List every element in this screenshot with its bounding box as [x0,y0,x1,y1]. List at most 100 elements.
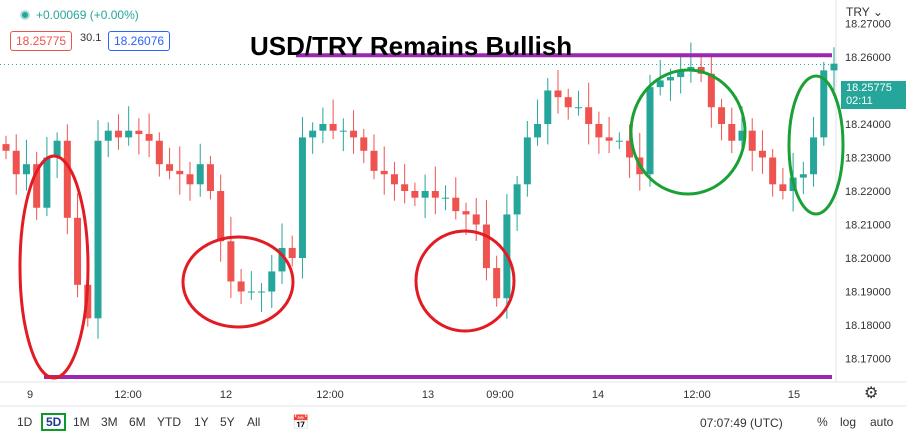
candle-body-66 [677,70,685,78]
candle-body-79 [810,137,818,175]
chevron-down-icon: ⌄ [872,5,883,19]
currency-label: TRY [846,5,870,19]
x-tick-label-2: 12 [220,389,232,401]
x-tick-label-3: 12:00 [316,389,344,401]
x-tick-label-0: 9 [27,389,33,401]
range-button-1y[interactable]: 1Y [194,415,209,429]
y-tick-label-7: 18.20000 [845,253,891,265]
candle-body-42 [431,191,439,198]
auto-toggle[interactable]: auto [870,415,894,429]
utc-clock[interactable]: 07:07:49 (UTC) [700,416,783,430]
candle-body-6 [63,140,71,218]
candle-body-16 [166,164,174,171]
candle-body-71 [728,123,736,141]
red-circle-2 [181,235,295,329]
last-price-value: 18.25775 [846,82,892,94]
calendar-icon[interactable]: 📅 [292,414,310,430]
candle-body-70 [718,107,726,124]
gear-icon[interactable]: ⚙ [864,385,879,402]
candle-body-21 [217,191,225,242]
sell-price-button[interactable]: 18.25775 [10,31,73,51]
candle-body-73 [748,130,756,151]
y-tick-label-9: 18.18000 [845,320,891,332]
candle-body-43 [442,197,450,199]
y-tick-label-6: 18.21000 [845,220,891,232]
candle-body-37 [380,170,388,175]
candle-body-2 [22,164,30,175]
candle-body-53 [544,90,552,124]
range-button-5y[interactable]: 5Y [220,415,235,429]
candle-body-48 [493,268,501,299]
candle-body-76 [779,184,787,191]
red-circle-3 [414,229,516,333]
candle-body-74 [758,150,766,158]
candle-body-36 [370,150,378,171]
bar-countdown: 02:11 [846,95,873,107]
candle-body-19 [196,164,204,185]
candle-body-3 [33,164,41,208]
candle-body-26 [268,271,276,292]
candle-body-9 [94,140,102,319]
candle-body-78 [799,174,807,178]
candle-body-81 [830,63,838,71]
candles-group [2,42,838,339]
candle-body-80 [820,70,828,138]
candle-body-7 [74,217,82,285]
range-button-1m[interactable]: 1M [73,415,90,429]
currency-selector[interactable]: TRY ⌄ [846,5,883,19]
candle-body-31 [319,123,327,131]
candle-body-5 [53,140,61,158]
candle-body-34 [350,130,358,138]
price-change: +0.00069 (+0.00%) [36,8,139,22]
y-tick-label-5: 18.22000 [845,186,891,198]
range-button-all[interactable]: All [247,415,261,429]
candle-body-18 [186,174,194,185]
candle-body-30 [309,130,317,138]
y-tick-label-1: 18.26000 [845,52,891,64]
candle-body-28 [288,247,296,259]
candle-body-64 [656,80,664,88]
last-price-label: 18.25775 02:11 [841,81,906,109]
candle-body-11 [114,130,122,138]
candle-body-54 [554,90,562,98]
candle-body-56 [574,107,582,109]
candle-body-57 [585,107,593,124]
market-status-icon [20,10,30,20]
candle-body-22 [227,241,235,282]
candle-body-27 [278,247,286,272]
candle-body-61 [626,140,634,158]
candle-body-23 [237,281,245,292]
candle-body-41 [421,191,429,198]
range-button-5d[interactable]: 5D [41,413,67,431]
candle-body-63 [646,87,654,175]
candle-body-65 [666,77,674,81]
x-tick-label-8: 15 [788,389,800,401]
candle-body-59 [605,137,613,141]
candle-body-38 [390,174,398,185]
range-button-1d[interactable]: 1D [17,415,33,429]
range-button-6m[interactable]: 6M [129,415,146,429]
candle-body-46 [472,214,480,225]
y-tick-label-10: 18.17000 [845,354,891,366]
candle-body-39 [401,184,409,191]
candle-body-20 [206,164,214,191]
green-circle-2 [787,74,845,216]
candle-body-15 [155,140,163,165]
candle-body-24 [247,291,255,293]
candle-body-75 [769,157,777,185]
buy-price-button[interactable]: 18.26076 [108,31,171,51]
range-button-3m[interactable]: 3M [101,415,118,429]
x-tick-label-7: 12:00 [683,389,711,401]
y-tick-label-0: 18.27000 [845,18,891,30]
percent-toggle[interactable]: % [817,415,828,429]
candle-body-72 [738,130,746,141]
log-toggle[interactable]: log [840,415,857,429]
candle-body-25 [258,291,266,293]
x-tick-label-6: 14 [592,389,604,401]
range-button-ytd[interactable]: YTD [157,415,181,429]
y-tick-label-8: 18.19000 [845,287,891,299]
candle-body-17 [176,170,184,175]
candle-body-52 [534,123,542,138]
